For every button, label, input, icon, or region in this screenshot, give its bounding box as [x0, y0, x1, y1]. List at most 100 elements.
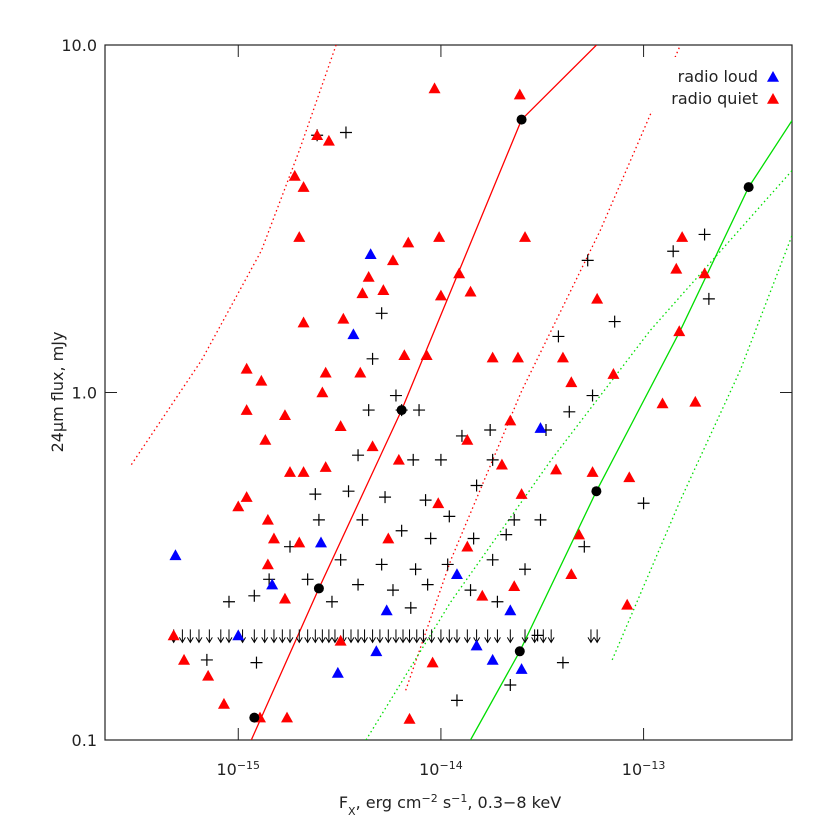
- x-tick-base: 10: [216, 760, 236, 779]
- upper-limit-arrow: [506, 629, 514, 644]
- cross-point: [389, 389, 402, 402]
- triangle-point: [656, 397, 669, 409]
- triangle-point: [402, 236, 415, 248]
- upper-limit-arrow: [270, 629, 278, 644]
- triangle-point: [169, 549, 182, 561]
- upper-limit-arrow: [178, 629, 186, 644]
- triangle-point: [386, 254, 399, 266]
- y-tick-label: 1.0: [72, 384, 97, 403]
- x-tick-label: 10−14: [419, 759, 463, 780]
- cross-point: [578, 540, 591, 553]
- triangle-point: [240, 404, 253, 415]
- triangle-point: [433, 231, 446, 242]
- triangle-point: [495, 458, 508, 470]
- triangle-point: [347, 328, 360, 340]
- x-tick-exponent: −15: [237, 759, 260, 772]
- upper-limit-arrow: [304, 629, 312, 644]
- upper-limit-arrow: [521, 629, 529, 644]
- cross-point: [534, 513, 547, 526]
- model-dot: [516, 114, 527, 125]
- cross-point: [413, 404, 426, 417]
- cross-point: [443, 510, 456, 523]
- upper-limit-arrow: [195, 629, 203, 644]
- triangle-point: [380, 604, 393, 616]
- cross-point: [563, 405, 576, 418]
- cross-point: [434, 453, 447, 466]
- upper-limit-arrow: [205, 629, 213, 644]
- cross-point: [250, 656, 263, 669]
- x-axis-label-part: X: [348, 805, 356, 818]
- triangle-point: [461, 433, 474, 445]
- triangle-point: [366, 440, 379, 452]
- triangle-point: [420, 349, 433, 361]
- cross-point: [504, 678, 517, 691]
- cross-point: [309, 488, 322, 501]
- upper-limit-arrow: [331, 629, 339, 644]
- upper-limit-arrow: [399, 629, 407, 644]
- cross-point: [339, 126, 352, 139]
- triangle-point: [382, 532, 395, 544]
- triangle-point: [698, 267, 711, 279]
- triangle-point: [586, 466, 599, 477]
- cross-point: [248, 589, 261, 602]
- triangle-point: [240, 362, 253, 374]
- triangle-point: [398, 349, 411, 361]
- triangle-point: [240, 491, 253, 502]
- upper-limit-arrow: [593, 629, 601, 644]
- model-curve: [365, 170, 792, 740]
- triangle-point: [314, 536, 327, 548]
- triangle-point: [297, 316, 310, 328]
- cross-point: [667, 245, 680, 258]
- upper-limit-arrow: [587, 629, 595, 644]
- y-tick-label: 10.0: [61, 36, 97, 55]
- model-dot: [514, 646, 525, 657]
- x-axis-label-part: , erg cm: [356, 793, 422, 812]
- y-axis-label: 24μm flux, mJy: [48, 332, 67, 453]
- triangle-point: [670, 262, 683, 274]
- upper-limit-arrow: [406, 629, 413, 644]
- triangle-point: [504, 414, 517, 426]
- x-tick-base: 10: [622, 760, 642, 779]
- model-dot: [313, 583, 324, 594]
- model-dot: [743, 182, 754, 193]
- triangle-point: [470, 639, 483, 651]
- triangle-point: [511, 351, 524, 363]
- cross-point: [491, 595, 504, 608]
- triangle-point: [255, 374, 268, 386]
- triangle-point: [453, 267, 466, 279]
- triangle-point: [293, 536, 306, 548]
- cross-point: [375, 307, 388, 320]
- triangle-point: [311, 129, 324, 141]
- triangle-point: [297, 181, 310, 192]
- upper-limit-arrow: [354, 629, 362, 644]
- cross-point: [334, 553, 347, 566]
- triangle-point: [464, 285, 477, 297]
- triangle-point: [550, 463, 563, 475]
- triangle-point: [202, 669, 215, 681]
- cross-point: [519, 563, 532, 576]
- upper-limit-arrow: [369, 629, 377, 644]
- x-axis-label: FX, erg cm−2 s−1, 0.3−8 keV: [339, 792, 561, 818]
- triangle-point: [334, 420, 347, 431]
- model-curve: [469, 120, 792, 740]
- cross-point: [464, 584, 477, 597]
- cross-point: [586, 389, 599, 402]
- upper-limit-arrow: [278, 629, 286, 644]
- triangle-point: [266, 578, 279, 590]
- triangle-point: [392, 453, 405, 465]
- cross-point: [637, 497, 650, 510]
- cross-point: [407, 453, 420, 466]
- cross-point: [356, 513, 369, 526]
- x-tick-label: 10−15: [216, 759, 260, 780]
- cross-point: [698, 228, 711, 241]
- triangle-point: [217, 697, 230, 709]
- triangle-point: [167, 629, 180, 641]
- triangle-point: [178, 653, 191, 665]
- triangle-point: [504, 604, 517, 616]
- triangle-point: [428, 82, 441, 94]
- triangle-point: [334, 634, 347, 646]
- legend-marker: [767, 71, 779, 82]
- upper-limit-arrow: [261, 629, 269, 644]
- triangle-point: [676, 231, 689, 242]
